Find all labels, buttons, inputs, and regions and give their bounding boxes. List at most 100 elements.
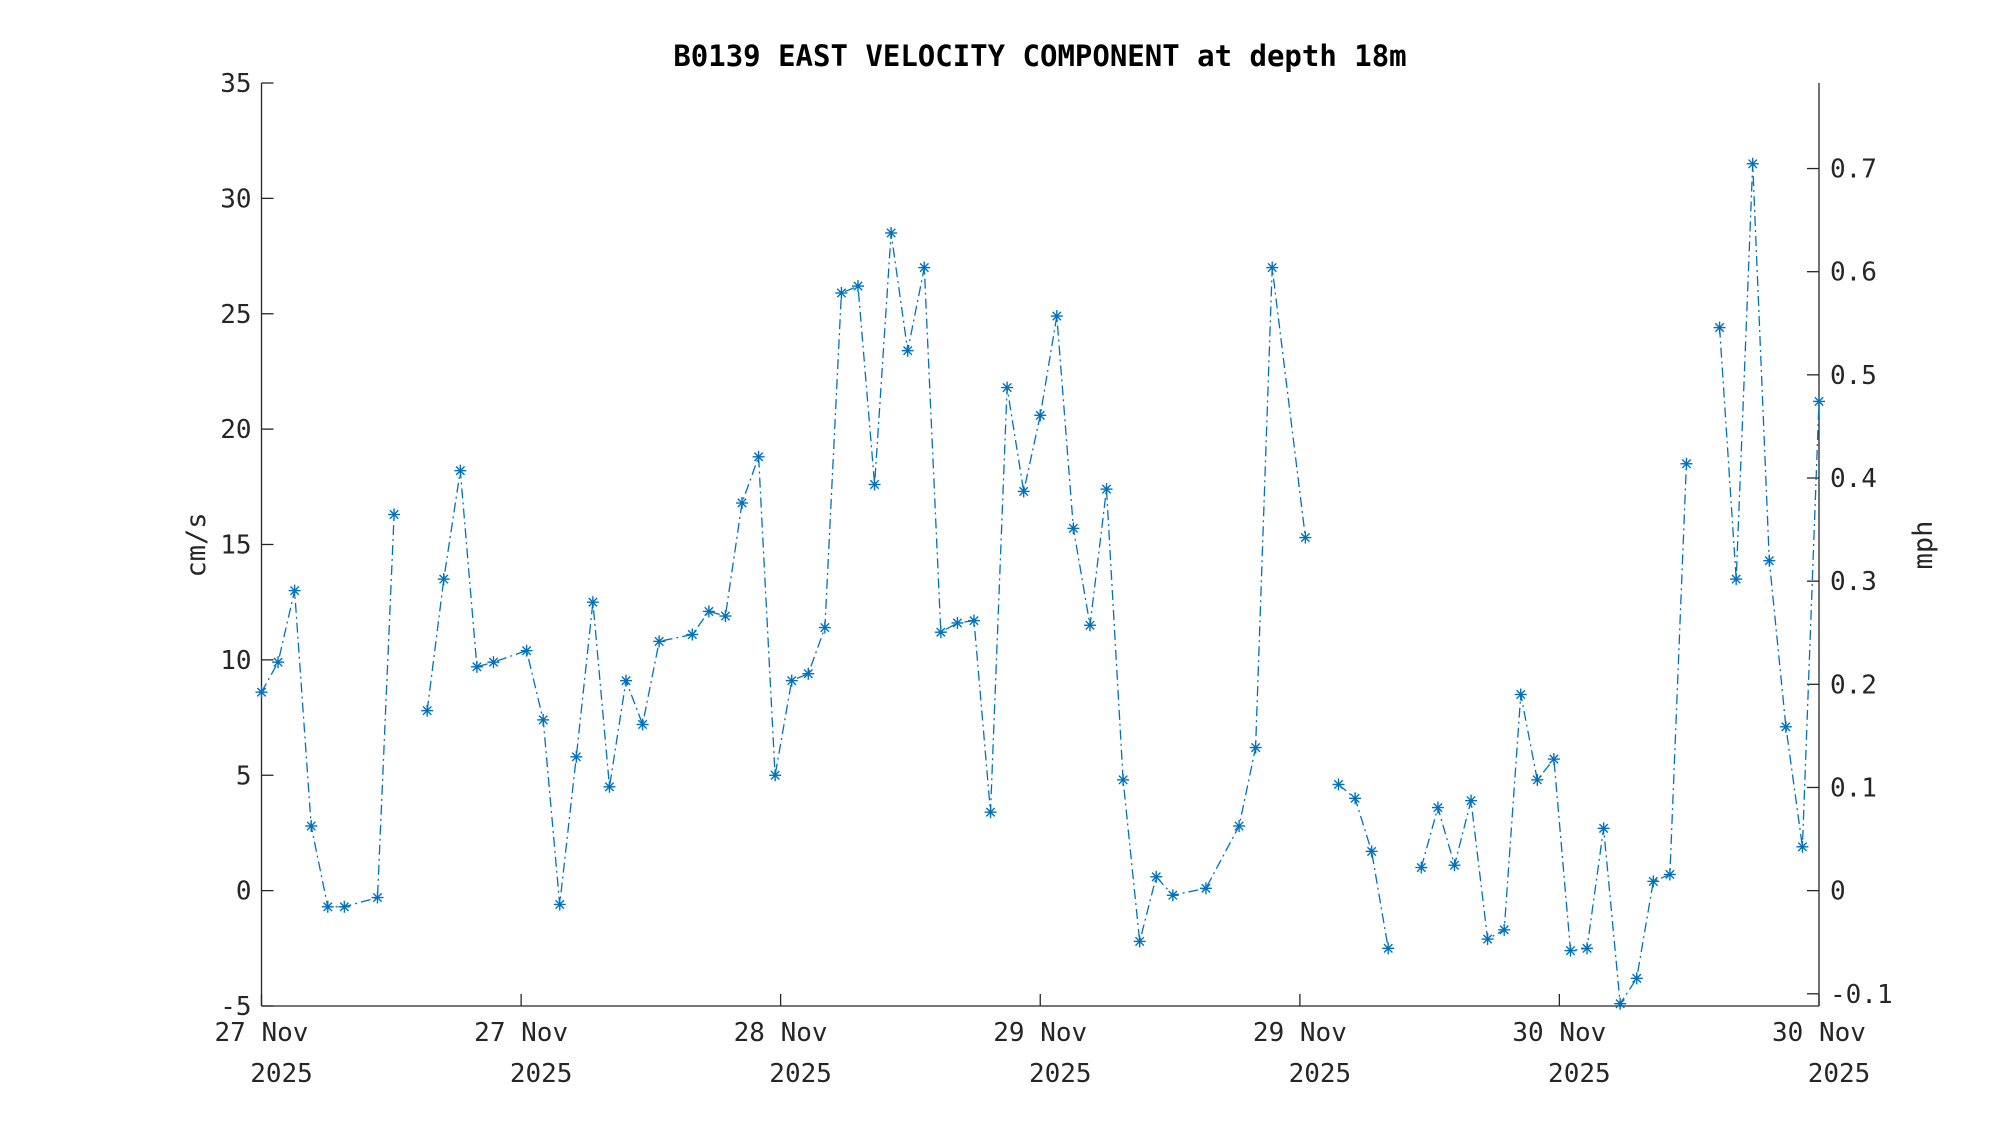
asterisk-stroke xyxy=(1267,262,1277,273)
asterisk-stroke xyxy=(869,479,880,490)
data-point-marker xyxy=(901,344,914,357)
asterisk-stroke xyxy=(803,669,813,679)
y-tick-label-left: 10 xyxy=(220,646,251,676)
data-point-marker xyxy=(1233,820,1246,833)
series-line-segment xyxy=(260,514,395,908)
asterisk-stroke xyxy=(836,288,847,298)
data-point-marker xyxy=(636,718,649,731)
asterisk-stroke xyxy=(1615,998,1625,1009)
data-point-marker xyxy=(421,704,434,717)
asterisk-stroke xyxy=(472,662,482,672)
asterisk-stroke xyxy=(1151,872,1161,882)
x-tick-label-date: 29 Nov xyxy=(1253,1018,1347,1048)
series-line-segment xyxy=(1718,163,1820,847)
x-tick-label-year: 2025 xyxy=(250,1059,313,1089)
data-point-marker xyxy=(1663,868,1676,881)
data-point-marker xyxy=(537,713,550,726)
data-point-marker xyxy=(851,280,864,293)
x-tick-label-year: 2025 xyxy=(510,1059,573,1089)
asterisk-stroke xyxy=(687,629,697,640)
data-point-marker xyxy=(1133,935,1146,948)
data-point-marker xyxy=(288,584,301,597)
x-tick-label-year: 2025 xyxy=(769,1059,832,1089)
data-point-marker xyxy=(1117,773,1130,786)
asterisk-stroke xyxy=(1482,934,1493,944)
axes: -505101520253035-0.100.10.20.30.40.50.60… xyxy=(215,69,1893,1089)
asterisk-stroke xyxy=(1350,793,1360,804)
data-point-marker xyxy=(1514,688,1527,701)
asterisk-stroke xyxy=(571,752,582,762)
asterisk-stroke xyxy=(1748,159,1758,169)
data-point-marker xyxy=(553,898,566,911)
data-point-marker xyxy=(1796,840,1809,853)
asterisk-stroke xyxy=(1018,486,1029,497)
asterisk-stroke xyxy=(1632,973,1642,984)
data-point-marker xyxy=(1680,457,1693,470)
asterisk-stroke xyxy=(1466,795,1476,806)
asterisk-stroke xyxy=(1532,775,1543,785)
asterisk-stroke xyxy=(323,902,333,912)
asterisk-stroke xyxy=(1648,876,1659,887)
asterisk-stroke xyxy=(753,452,764,462)
asterisk-stroke xyxy=(1797,842,1808,852)
y-tick-label-right: 0.4 xyxy=(1830,464,1877,494)
asterisk-stroke xyxy=(1449,860,1460,870)
asterisk-stroke xyxy=(455,465,466,476)
asterisk-stroke xyxy=(1814,396,1824,407)
data-point-marker xyxy=(1332,778,1345,791)
data-point-marker xyxy=(702,605,715,618)
asterisk-stroke xyxy=(339,902,350,912)
data-point-marker xyxy=(1647,875,1660,888)
data-point-marker xyxy=(686,628,699,641)
asterisk-stroke xyxy=(985,807,996,817)
data-point-marker xyxy=(1249,741,1262,754)
data-point-marker xyxy=(520,644,533,657)
asterisk-stroke xyxy=(256,687,267,697)
asterisk-stroke xyxy=(1234,821,1244,831)
data-point-marker xyxy=(1763,554,1776,567)
data-point-marker xyxy=(1067,522,1080,535)
y-tick-label-left: 30 xyxy=(220,184,251,214)
y-tick-label-left: 0 xyxy=(236,877,252,907)
data-point-marker xyxy=(835,286,848,299)
data-point-marker xyxy=(1150,870,1163,883)
data-point-marker xyxy=(785,674,798,687)
asterisk-stroke xyxy=(787,675,797,686)
data-point-marker xyxy=(818,621,831,634)
data-point-marker xyxy=(1083,619,1096,632)
asterisk-stroke xyxy=(488,657,499,667)
y-tick-label-right: 0.3 xyxy=(1830,567,1877,597)
asterisk-stroke xyxy=(422,705,432,716)
data-point-marker xyxy=(1531,773,1544,786)
data-point-marker xyxy=(1448,859,1461,872)
data-point-marker xyxy=(371,891,384,904)
data-point-marker xyxy=(1199,882,1212,895)
data-point-marker xyxy=(1100,483,1113,496)
data-point-marker xyxy=(1481,933,1494,946)
asterisk-stroke xyxy=(1549,754,1559,764)
y-axis-label-left: cm/s xyxy=(181,512,212,577)
data-point-marker xyxy=(1034,409,1047,422)
data-point-marker xyxy=(934,626,947,639)
asterisk-stroke xyxy=(1714,322,1725,333)
y-tick-label-right: 0.5 xyxy=(1830,361,1877,391)
data-point-marker xyxy=(1730,573,1743,586)
x-tick-label-year: 2025 xyxy=(1548,1059,1611,1089)
asterisk-stroke xyxy=(306,821,316,831)
data-point-marker xyxy=(1630,972,1643,985)
y-tick-label-left: -5 xyxy=(220,992,251,1022)
data-point-marker xyxy=(305,820,318,833)
asterisk-stroke xyxy=(886,228,896,238)
series-line-segment xyxy=(426,232,1307,942)
data-point-marker xyxy=(470,660,483,673)
asterisk-stroke xyxy=(853,281,863,291)
series-line-segment xyxy=(1338,784,1389,949)
data-point-marker xyxy=(802,667,815,680)
asterisk-stroke xyxy=(289,585,300,596)
asterisk-stroke xyxy=(704,606,714,617)
asterisk-stroke xyxy=(521,645,532,656)
asterisk-stroke xyxy=(555,899,565,910)
data-point-marker xyxy=(1001,381,1014,394)
y-tick-label-right: 0.6 xyxy=(1830,258,1877,288)
